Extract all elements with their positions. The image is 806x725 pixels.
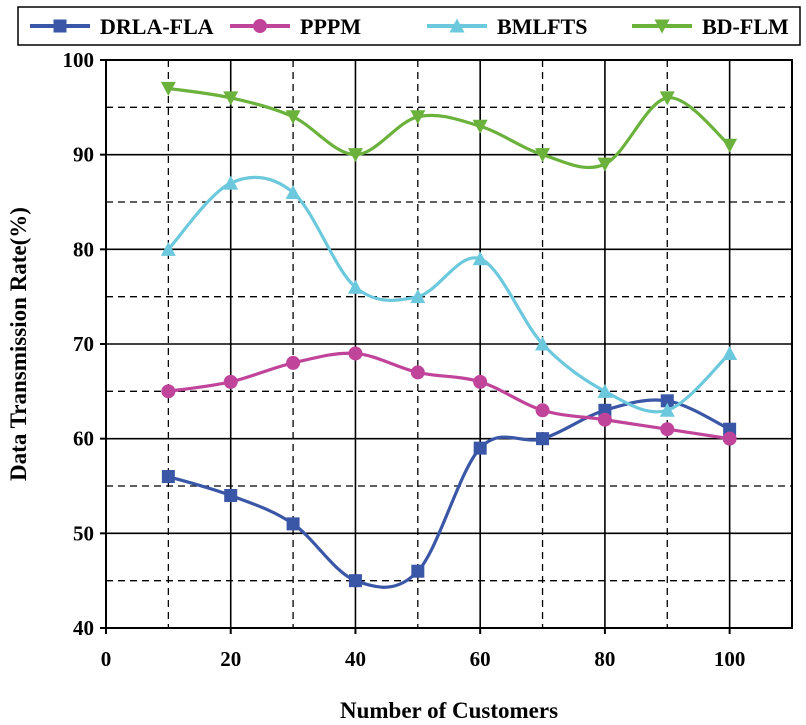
- legend-label: BMLFTS: [497, 14, 587, 39]
- x-tick-label: 80: [594, 647, 615, 671]
- data-point-drla-fla: [348, 574, 362, 588]
- data-point-bd-flm: [472, 119, 488, 134]
- series-line-drla-fla: [167, 398, 731, 589]
- data-point-bd-flm: [410, 110, 426, 125]
- data-point-drla-fla: [598, 403, 612, 417]
- data-point-pppm: [660, 422, 675, 437]
- data-point-bmlfts: [535, 336, 551, 351]
- legend-item-bmlfts: BMLFTS: [427, 14, 587, 39]
- data-point-bd-flm: [347, 148, 363, 163]
- data-point-bmlfts: [285, 185, 301, 200]
- legend-item-pppm: PPPM: [230, 14, 361, 39]
- series-drla-fla: [161, 394, 737, 589]
- data-point-pppm: [410, 365, 425, 380]
- x-tick-label: 0: [101, 647, 112, 671]
- y-tick-label: 100: [63, 48, 95, 72]
- data-point-pppm: [473, 374, 488, 389]
- data-point-pppm: [223, 374, 238, 389]
- series-pppm: [161, 346, 737, 446]
- data-point-pppm: [286, 355, 301, 370]
- legend-label: BD-FLM: [702, 14, 789, 39]
- y-tick-label: 50: [73, 521, 94, 545]
- data-point-bmlfts: [597, 383, 613, 398]
- data-point-bd-flm: [223, 91, 239, 106]
- data-point-bmlfts: [472, 251, 488, 266]
- data-point-drla-fla: [411, 564, 425, 578]
- data-point-drla-fla: [286, 517, 300, 531]
- data-point-bmlfts: [347, 279, 363, 294]
- y-tick-label: 60: [73, 427, 94, 451]
- data-point-pppm: [161, 384, 176, 399]
- data-point-drla-fla: [224, 488, 238, 502]
- legend-label: PPPM: [300, 14, 361, 39]
- data-point-bmlfts: [160, 241, 176, 256]
- data-point-pppm: [535, 403, 550, 418]
- x-tick-label: 20: [220, 647, 241, 671]
- data-point-drla-fla: [723, 422, 737, 436]
- legend-swatch-marker: [253, 19, 267, 33]
- data-point-bd-flm: [160, 81, 176, 96]
- legend-swatch-marker: [654, 19, 670, 34]
- data-point-drla-fla: [660, 394, 674, 408]
- grid: [105, 59, 792, 629]
- legend-swatch-marker: [449, 18, 465, 33]
- data-point-bmlfts: [659, 402, 675, 417]
- data-point-pppm: [348, 346, 363, 361]
- data-point-bd-flm: [659, 91, 675, 106]
- series-line-pppm: [168, 351, 730, 441]
- legend-label: DRLA-FLA: [100, 14, 214, 39]
- legend-item-drla-fla: DRLA-FLA: [30, 14, 214, 39]
- axis-ticks: 40 50 60 70 80 90 100 0 20 40 60 80 100: [63, 48, 746, 671]
- data-point-pppm: [722, 431, 737, 446]
- x-axis-title: Number of Customers: [340, 698, 558, 723]
- series-layer: [160, 81, 738, 589]
- series-line-bd-flm: [168, 86, 731, 170]
- x-tick-label: 40: [345, 647, 366, 671]
- data-point-bmlfts: [223, 175, 239, 190]
- legend-swatch-marker: [53, 19, 67, 33]
- series-line-bmlfts: [167, 175, 731, 414]
- data-point-bd-flm: [597, 157, 613, 172]
- x-tick-label: 100: [714, 647, 746, 671]
- y-tick-label: 90: [73, 143, 94, 167]
- y-tick-label: 80: [73, 237, 94, 261]
- data-point-bmlfts: [722, 345, 738, 360]
- legend-item-bd-flm: BD-FLM: [632, 14, 789, 39]
- series-bmlfts: [160, 175, 738, 417]
- data-point-bmlfts: [410, 289, 426, 304]
- y-tick-label: 40: [73, 616, 94, 640]
- data-point-drla-fla: [161, 470, 175, 484]
- data-point-drla-fla: [536, 432, 550, 446]
- y-tick-label: 70: [73, 332, 94, 356]
- data-point-bd-flm: [535, 148, 551, 163]
- data-point-bd-flm: [722, 138, 738, 153]
- data-point-bd-flm: [285, 110, 301, 125]
- data-point-pppm: [597, 412, 612, 427]
- series-bd-flm: [160, 81, 738, 172]
- y-axis-title: Data Transmission Rate(%): [6, 207, 31, 481]
- data-point-drla-fla: [473, 441, 487, 455]
- x-tick-label: 60: [470, 647, 491, 671]
- legend: DRLA-FLA PPPM BMLFTS BD-FLM: [17, 6, 801, 46]
